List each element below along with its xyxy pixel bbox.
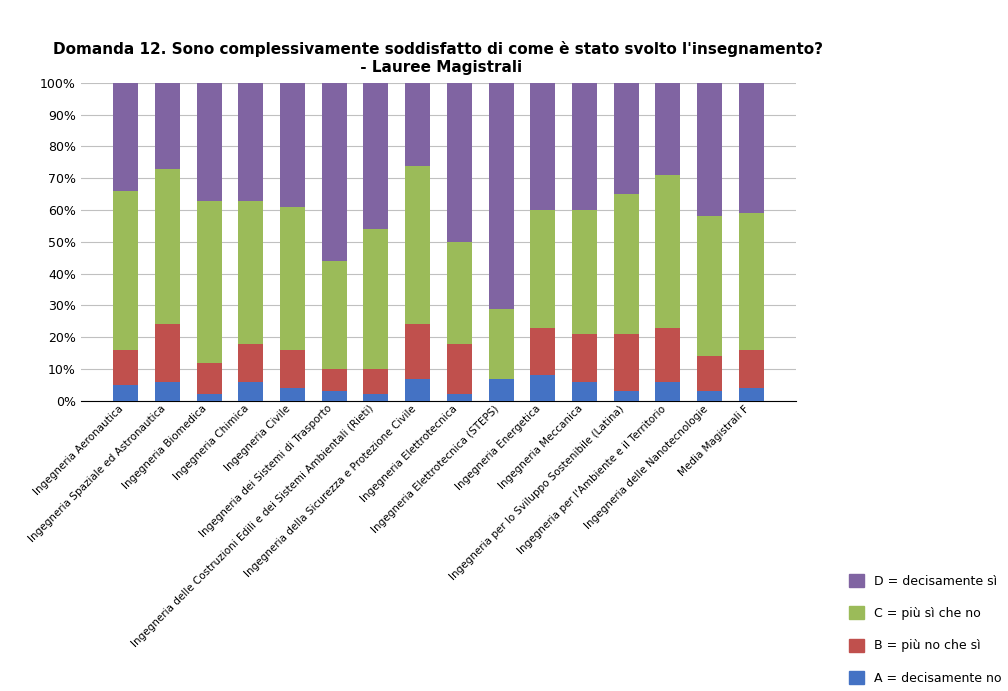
Bar bbox=[489, 379, 513, 401]
Bar bbox=[739, 214, 764, 350]
Bar bbox=[530, 375, 555, 401]
Bar bbox=[364, 395, 388, 401]
Bar bbox=[489, 83, 513, 309]
Bar bbox=[364, 369, 388, 395]
Bar bbox=[155, 169, 179, 325]
Bar bbox=[698, 216, 722, 357]
Bar bbox=[155, 325, 179, 381]
Bar bbox=[322, 261, 347, 369]
Bar bbox=[364, 229, 388, 369]
Bar bbox=[572, 210, 597, 334]
Bar bbox=[155, 381, 179, 401]
Bar bbox=[280, 388, 305, 401]
Bar bbox=[155, 83, 179, 169]
Bar bbox=[530, 210, 555, 328]
Bar bbox=[614, 83, 639, 194]
Bar bbox=[238, 200, 263, 343]
Bar bbox=[238, 83, 263, 200]
Bar bbox=[280, 207, 305, 350]
Bar bbox=[405, 325, 430, 379]
Bar bbox=[405, 83, 430, 166]
Bar bbox=[655, 381, 680, 401]
Bar bbox=[655, 328, 680, 381]
Bar bbox=[614, 194, 639, 334]
Bar bbox=[322, 391, 347, 401]
Bar bbox=[572, 381, 597, 401]
Bar bbox=[489, 309, 513, 379]
Bar bbox=[197, 395, 222, 401]
Bar bbox=[572, 334, 597, 381]
Bar bbox=[447, 395, 472, 401]
Bar bbox=[447, 242, 472, 343]
Bar bbox=[113, 350, 138, 385]
Bar bbox=[113, 191, 138, 350]
Bar bbox=[530, 328, 555, 375]
Bar bbox=[447, 343, 472, 395]
Bar bbox=[447, 83, 472, 242]
Bar bbox=[280, 83, 305, 207]
Bar bbox=[280, 350, 305, 388]
Bar bbox=[238, 343, 263, 381]
Bar bbox=[322, 369, 347, 391]
Bar bbox=[698, 357, 722, 391]
Bar bbox=[655, 83, 680, 175]
Bar bbox=[238, 381, 263, 401]
Bar bbox=[530, 83, 555, 210]
Title: Domanda 12. Sono complessivamente soddisfatto di come è stato svolto l'insegname: Domanda 12. Sono complessivamente soddis… bbox=[53, 41, 824, 75]
Bar bbox=[197, 363, 222, 395]
Bar bbox=[739, 388, 764, 401]
Bar bbox=[322, 83, 347, 261]
Bar bbox=[405, 166, 430, 325]
Bar bbox=[405, 379, 430, 401]
Bar bbox=[614, 334, 639, 391]
Bar bbox=[698, 83, 722, 216]
Bar bbox=[113, 83, 138, 191]
Bar bbox=[364, 83, 388, 229]
Bar bbox=[655, 175, 680, 328]
Bar bbox=[197, 200, 222, 363]
Bar bbox=[614, 391, 639, 401]
Bar bbox=[739, 83, 764, 214]
Bar bbox=[113, 385, 138, 401]
Legend: D = decisamente sì, C = più sì che no, B = più no che sì, A = decisamente no: D = decisamente sì, C = più sì che no, B… bbox=[850, 574, 1002, 685]
Bar bbox=[698, 391, 722, 401]
Bar bbox=[572, 83, 597, 210]
Bar bbox=[739, 350, 764, 388]
Bar bbox=[197, 83, 222, 200]
